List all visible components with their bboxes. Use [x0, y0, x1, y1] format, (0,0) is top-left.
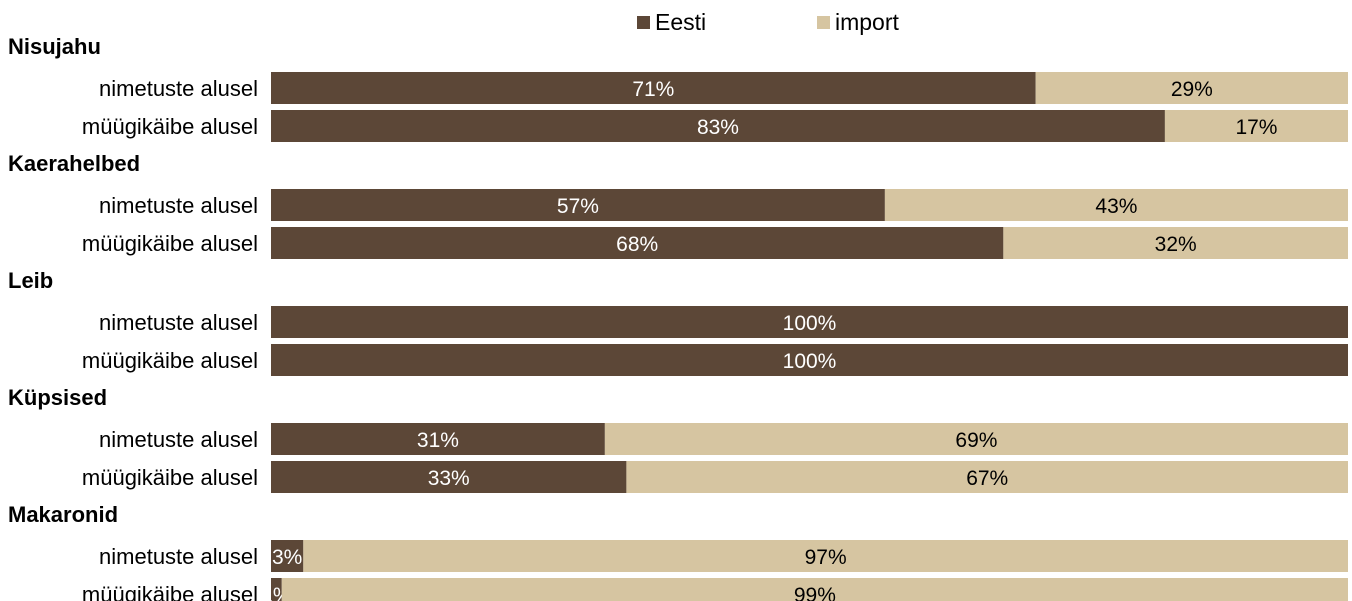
bar-nisujahu-eesti [271, 110, 1165, 142]
row-label: müügikäibe alusel [82, 231, 258, 256]
group-label-kupsised: Küpsised [8, 385, 107, 410]
data-label-eesti: 31% [417, 429, 459, 452]
row-label: nimetuste alusel [99, 310, 258, 335]
data-label-eesti: 100% [783, 312, 837, 335]
group-label-nisujahu: Nisujahu [8, 34, 101, 59]
row-label: müügikäibe alusel [82, 348, 258, 373]
bar-kaerahelbed-eesti [271, 189, 885, 221]
row-label: müügikäibe alusel [82, 582, 258, 601]
bar-kupsised-eesti [271, 461, 627, 493]
bar-nisujahu-import [1035, 72, 1348, 104]
bar-kaerahelbed-import [1003, 227, 1348, 259]
bar-leib-eesti [271, 344, 1348, 376]
legend-label-import: import [835, 9, 900, 35]
legend-swatch-eesti [637, 16, 650, 29]
legend: Eesti import [637, 9, 900, 35]
group-label-leib: Leib [8, 268, 53, 293]
data-label-import: 43% [1095, 195, 1137, 218]
group-label-kaerahelbed: Kaerahelbed [8, 151, 140, 176]
bar-leib-eesti [271, 306, 1348, 338]
legend-swatch-import [817, 16, 830, 29]
data-label-import: 32% [1155, 233, 1197, 256]
data-label-eesti: 100% [783, 350, 837, 373]
bar-makaronid-eesti [271, 578, 282, 601]
data-label-import: 29% [1171, 78, 1213, 101]
data-label-import: 99% [794, 584, 836, 601]
row-label: nimetuste alusel [99, 76, 258, 101]
data-label-eesti: 68% [616, 233, 658, 256]
data-label-eesti: 71% [632, 78, 674, 101]
bars: 71% 29% 83% 17% 57% 43% 68% 32% 100% 100% 31% 69% 33… [261, 72, 1348, 601]
data-label-eesti: 33% [428, 467, 470, 490]
legend-label-eesti: Eesti [655, 9, 706, 35]
data-label-eesti: 83% [697, 116, 739, 139]
data-label-eesti: 57% [557, 195, 599, 218]
bar-kaerahelbed-import [884, 189, 1348, 221]
data-label-import: 69% [955, 429, 997, 452]
data-label-eesti: 3% [272, 546, 302, 569]
bar-makaronid-import [281, 578, 1348, 601]
bar-nisujahu-import [1164, 110, 1348, 142]
data-label-import: 17% [1235, 116, 1277, 139]
bar-kaerahelbed-eesti [271, 227, 1004, 259]
bar-makaronid-eesti [271, 540, 304, 572]
data-label-import: 67% [966, 467, 1008, 490]
category-labels: Nisujahu nimetuste alusel müügikäibe aluse… [8, 34, 258, 601]
row-label: müügikäibe alusel [82, 465, 258, 490]
row-label: nimetuste alusel [99, 427, 258, 452]
row-label: müügikäibe alusel [82, 114, 258, 139]
bar-kupsised-import [604, 423, 1348, 455]
group-label-makaronid: Makaronid [8, 502, 118, 527]
bar-nisujahu-eesti [271, 72, 1036, 104]
bar-makaronid-import [303, 540, 1348, 572]
bar-kupsised-import [626, 461, 1348, 493]
bar-kupsised-eesti [271, 423, 605, 455]
data-label-import: 97% [805, 546, 847, 569]
row-label: nimetuste alusel [99, 544, 258, 569]
row-label: nimetuste alusel [99, 193, 258, 218]
